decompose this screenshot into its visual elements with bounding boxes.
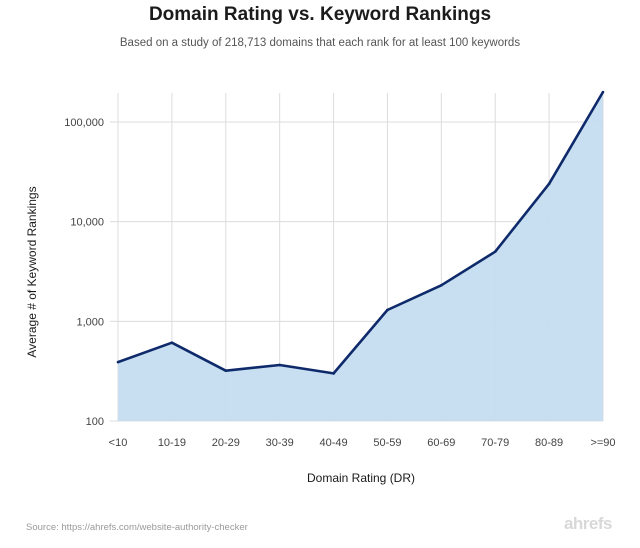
- data-point: [493, 250, 497, 253]
- data-point: [116, 360, 120, 364]
- data-point: [278, 363, 281, 367]
- x-tick-label: 50-59: [373, 437, 401, 449]
- chart-title: Domain Rating vs. Keyword Rankings: [148, 4, 492, 25]
- source-note: Source: https://ahrefs.com/website-autho…: [26, 522, 248, 533]
- x-tick-label: 60-69: [427, 437, 455, 449]
- x-axis-label: Domain Rating (DR): [307, 471, 415, 485]
- y-tick-label: 1,000: [76, 316, 104, 328]
- data-point: [332, 372, 335, 375]
- y-tick-label: 100: [86, 416, 104, 428]
- y-tick-label: 100,000: [64, 117, 104, 129]
- data-point: [386, 308, 389, 312]
- data-point: [547, 182, 551, 186]
- x-tick-label: 10-19: [158, 437, 186, 449]
- x-tick-label: 40-49: [319, 437, 347, 449]
- x-tick-label: <10: [109, 437, 128, 449]
- area-fill: [118, 92, 603, 421]
- x-tick-label: >=90: [590, 437, 615, 449]
- data-point: [440, 283, 443, 287]
- data-points: [116, 90, 605, 375]
- y-tick-labels: 100 1,000 10,000 100,000: [64, 117, 104, 428]
- y-tick-label: 10,000: [70, 217, 104, 229]
- brand-logo: ahrefs: [563, 514, 613, 533]
- chart-subtitle: Based on a study of 218,713 domains that…: [119, 37, 521, 49]
- series-line: [117, 91, 605, 375]
- x-tick-labels: <10 10-19 20-29 30-39 40-49 50-59 60-69 70-79 80…: [109, 437, 616, 449]
- x-tick-label: 80-89: [535, 437, 563, 449]
- data-point: [170, 341, 174, 345]
- x-tick-label: 30-39: [266, 437, 294, 449]
- x-tick-label: 70-79: [481, 437, 509, 449]
- y-axis-label: Average # of Keyword Rankings: [25, 186, 39, 357]
- data-point: [601, 90, 605, 94]
- x-tick-label: 20-29: [212, 437, 240, 449]
- data-point: [224, 369, 228, 372]
